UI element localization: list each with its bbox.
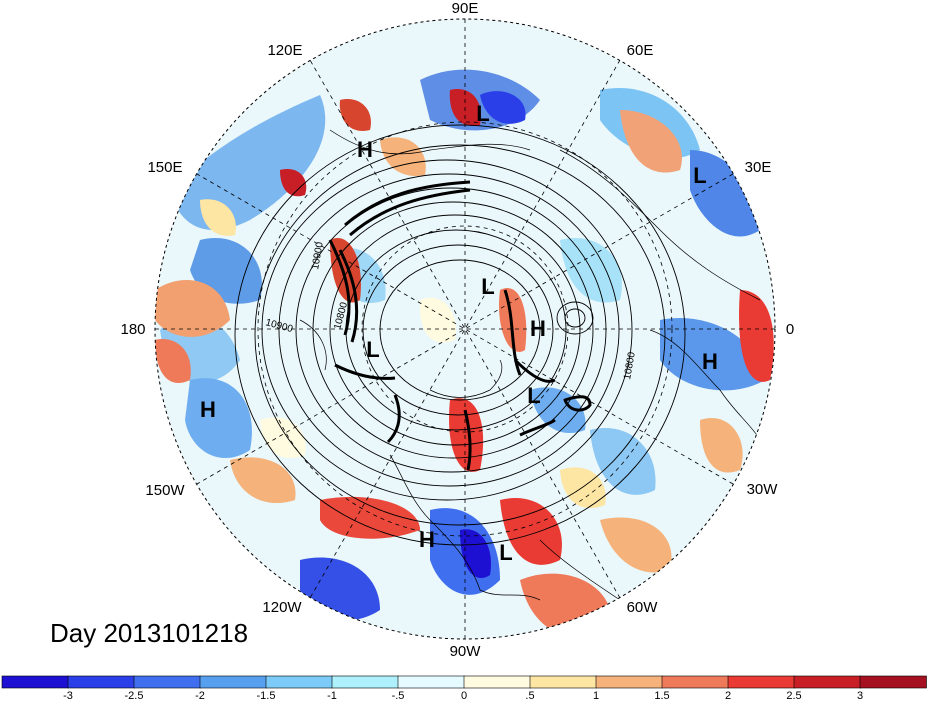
pressure-center-low: L [481, 274, 494, 299]
anomaly-field [155, 19, 775, 639]
lon-label-150w: 150W [145, 482, 185, 499]
colorbar-swatch [397, 675, 465, 689]
colorbar-swatch [661, 675, 729, 689]
colorbar-swatch [793, 675, 861, 689]
pressure-center-high: H [702, 349, 718, 374]
colorbar-swatch [463, 675, 531, 689]
lon-label-120e: 120E [267, 42, 302, 59]
graticule [155, 19, 775, 639]
colorbar-tick-label: 1 [593, 690, 599, 702]
colorbar-swatch [859, 675, 927, 689]
colorbar-tick-label: 3 [857, 690, 863, 702]
colorbar-tick-label: -2 [195, 690, 205, 702]
lon-label-30w: 30W [747, 481, 779, 498]
lon-label-60w: 60W [627, 599, 659, 616]
lon-label-120w: 120W [262, 599, 302, 616]
colorbar-tick-label: 2.5 [786, 690, 801, 702]
colorbar-tick-label: 0 [461, 690, 467, 702]
pressure-center-low: L [527, 383, 540, 408]
pressure-center-low: L [499, 540, 512, 565]
colorbar-swatch [331, 675, 399, 689]
colorbar-tick-label: -1 [327, 690, 337, 702]
lon-label-90w: 90W [450, 643, 482, 660]
lon-label-150e: 150E [147, 159, 182, 176]
colorbar-tick-label: 1.5 [654, 690, 669, 702]
colorbar-swatch [265, 675, 333, 689]
colorbar-tick-label: -2.5 [125, 690, 144, 702]
colorbar-tick-label: -3 [63, 690, 73, 702]
lon-label-90e: 90E [452, 0, 479, 17]
lon-label-30e: 30E [745, 159, 772, 176]
colorbar-swatch [199, 675, 267, 689]
contour-label: 10800 [622, 351, 638, 381]
colorbar-swatch [595, 675, 663, 689]
pressure-center-high: H [200, 397, 216, 422]
pressure-center-low: L [693, 163, 706, 188]
jet-contours [328, 180, 592, 471]
colorbar: -3 -2.5 -2 -1.5 -1 -.5 0 .5 1 1.5 2 2.5 3 [1, 675, 927, 702]
colorbar-swatch [727, 675, 795, 689]
map-border [154, 18, 776, 640]
pressure-center-high: H [419, 527, 435, 552]
pressure-center-low: L [476, 101, 489, 126]
colorbar-swatch [67, 675, 135, 689]
colorbar-swatch [133, 675, 201, 689]
lon-label-180: 180 [120, 321, 145, 338]
colorbar-tick-label: -1.5 [257, 690, 276, 702]
colorbar-swatch [1, 675, 69, 689]
pressure-center-high: H [530, 316, 546, 341]
colorbar-tick-label: -.5 [392, 690, 405, 702]
map-title: Day 2013101218 [50, 618, 249, 648]
colorbar-tick-label: 2 [725, 690, 731, 702]
lon-label-60e: 60E [627, 42, 654, 59]
lon-label-0: 0 [786, 321, 794, 338]
pressure-center-high: H [357, 137, 373, 162]
contour-label: 10900 [310, 241, 326, 271]
colorbar-swatch [529, 675, 597, 689]
pressure-center-low: L [366, 337, 379, 362]
colorbar-tick-label: .5 [525, 690, 534, 702]
